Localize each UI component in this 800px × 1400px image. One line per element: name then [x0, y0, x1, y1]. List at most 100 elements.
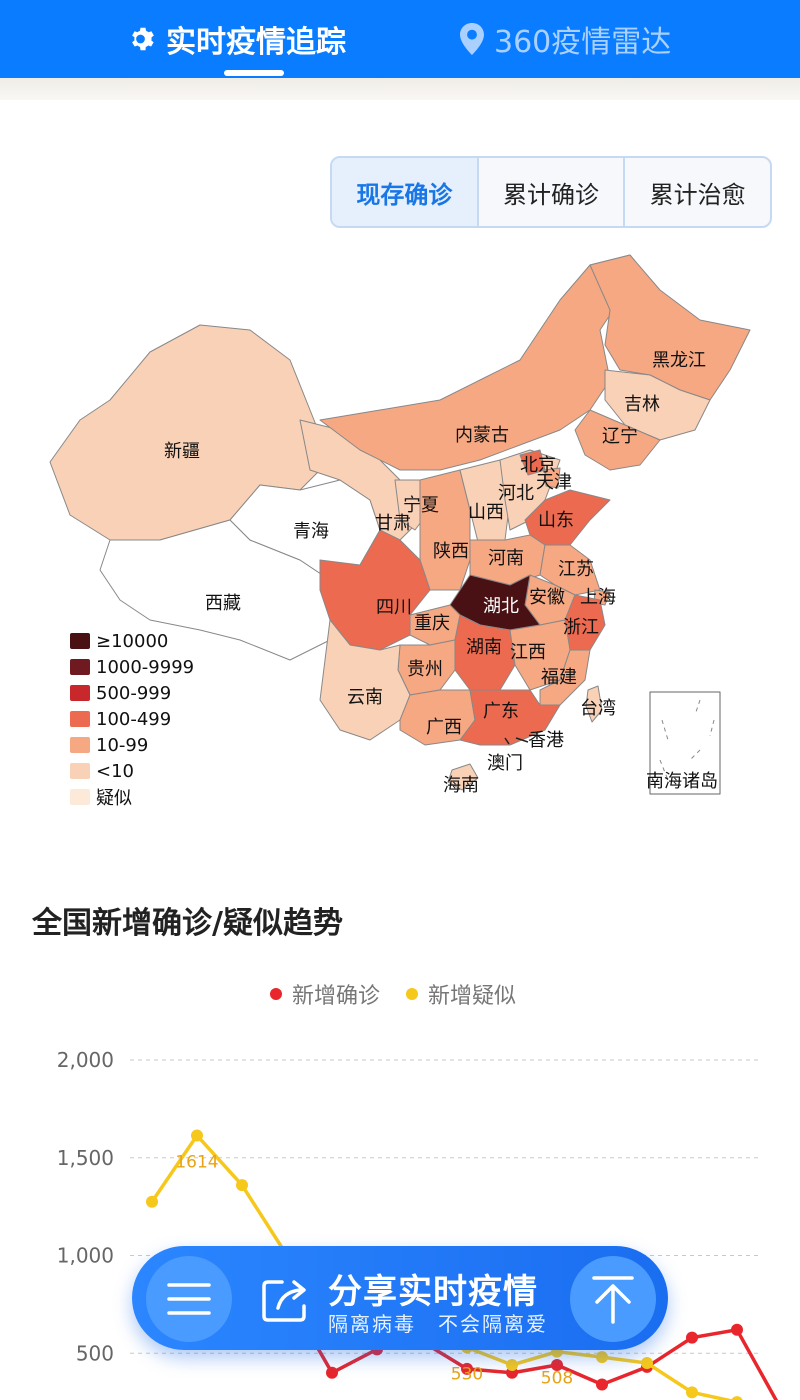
label-qinghai: 青海 — [293, 521, 329, 542]
legend-dot-red — [270, 988, 282, 1000]
province-guangdong[interactable] — [459, 689, 561, 746]
label-henan: 河南 — [488, 548, 524, 569]
province-jiangsu[interactable] — [539, 544, 601, 596]
legend-label: 新增疑似 — [428, 984, 517, 1009]
series-line — [150, 1132, 736, 1400]
legend-item[interactable]: 500-999 — [70, 680, 194, 706]
label-zhejiang: 浙江 — [563, 617, 599, 638]
share-icon — [262, 1280, 306, 1322]
y-tick-label: 500 — [76, 1341, 114, 1365]
label-beijing: 北京 — [520, 455, 556, 476]
tab-label: 360疫情雷达 — [494, 25, 672, 60]
label-hubei: 湖北 — [483, 596, 519, 617]
legend-label: 100-499 — [96, 708, 172, 730]
label-neimenggu: 内蒙古 — [455, 425, 509, 446]
label-jilin: 吉林 — [624, 394, 660, 415]
data-point — [461, 1362, 473, 1375]
label-jiangxi: 江西 — [510, 642, 546, 663]
legend-label: 10-99 — [96, 734, 149, 756]
data-point — [731, 1396, 743, 1400]
share-bar[interactable]: 分享实时疫情 隔离病毒 不会隔离爱 — [132, 1246, 668, 1350]
data-point — [686, 1331, 698, 1344]
label-guangxi: 广西 — [426, 717, 462, 738]
menu-button[interactable] — [146, 1256, 232, 1342]
label-shanghai: 上海 — [580, 587, 616, 608]
trend-section-title: 全国新增确诊/疑似趋势 — [32, 906, 343, 941]
province-taiwan[interactable] — [585, 685, 603, 723]
tab-360-radar[interactable]: 360疫情雷达 — [458, 18, 671, 60]
legend-item[interactable]: <10 — [70, 758, 194, 784]
legend-item[interactable]: 疑似 — [70, 784, 194, 810]
label-tianjin: 天津 — [536, 472, 572, 493]
label-liaoning: 辽宁 — [602, 426, 638, 447]
legend-new-confirmed[interactable]: 新增确诊 — [270, 978, 380, 1010]
share-title: 分享实时疫情 — [328, 1272, 538, 1312]
segment-total-cured[interactable]: 累计治愈 — [623, 158, 770, 226]
legend-new-suspected[interactable]: 新增疑似 — [406, 978, 516, 1010]
data-point — [551, 1358, 563, 1371]
label-xianggang: 香港 — [528, 730, 564, 751]
nanhai-inset — [649, 691, 721, 795]
legend-label: 疑似 — [96, 788, 132, 809]
province-jilin[interactable] — [604, 369, 711, 441]
province-shaanxi[interactable] — [419, 469, 471, 591]
label-sichuan: 四川 — [376, 597, 412, 618]
y-tick-label: 1,500 — [57, 1146, 114, 1170]
header-shadow — [0, 78, 800, 100]
label-ningxia: 宁夏 — [403, 495, 439, 516]
share-subtitle: 隔离病毒 不会隔离爱 — [328, 1312, 548, 1336]
trend-legend: 新增确诊 新增疑似 — [270, 978, 516, 1010]
tab-realtime-tracking[interactable]: 实时疫情追踪 — [128, 18, 346, 60]
label-shaanxi: 陕西 — [433, 541, 469, 562]
legend-swatch — [70, 633, 90, 649]
data-label: 1614 — [175, 1152, 218, 1172]
legend-label: 1000-9999 — [96, 656, 195, 678]
legend-swatch — [70, 737, 90, 753]
active-tab-indicator — [224, 70, 284, 76]
province-liaoning[interactable] — [574, 409, 661, 471]
back-to-top-button[interactable] — [570, 1256, 656, 1342]
data-point — [641, 1357, 653, 1370]
legend-swatch — [70, 789, 90, 805]
segment-total-confirmed[interactable]: 累计确诊 — [476, 158, 624, 226]
legend-item[interactable]: 10-99 — [70, 732, 194, 758]
legend-swatch — [70, 659, 90, 675]
label-xinjiang: 新疆 — [164, 441, 200, 462]
legend-label: <10 — [96, 760, 134, 782]
label-shanxi: 山西 — [468, 502, 504, 523]
data-point — [506, 1358, 518, 1371]
label-nanhai: 南海诸岛 — [646, 771, 718, 792]
label-hainan: 海南 — [443, 775, 479, 796]
province-hainan[interactable] — [447, 763, 479, 791]
segment-current-confirmed[interactable]: 现存确诊 — [332, 158, 477, 226]
y-tick-label: 2,000 — [57, 1048, 114, 1072]
gear-icon — [132, 27, 154, 51]
province-tianjin[interactable] — [544, 467, 561, 489]
legend-item[interactable]: ≥10000 — [70, 628, 194, 654]
label-taiwan: 台湾 — [580, 698, 616, 719]
label-hunan: 湖南 — [466, 637, 502, 658]
label-shandong: 山东 — [538, 510, 574, 531]
map-metric-selector: 现存确诊 累计确诊 累计治愈 — [330, 156, 772, 228]
location-pin-icon — [460, 23, 484, 55]
label-hebei: 河北 — [498, 483, 534, 504]
data-label: 508 — [541, 1369, 573, 1389]
legend-item[interactable]: 1000-9999 — [70, 654, 194, 680]
data-point — [326, 1366, 338, 1379]
label-guangdong: 广东 — [483, 701, 519, 722]
label-fujian: 福建 — [541, 667, 577, 688]
label-jiangsu: 江苏 — [558, 559, 594, 580]
legend-label: 新增确诊 — [292, 984, 381, 1009]
legend-swatch — [70, 763, 90, 779]
y-tick-label: 1,000 — [57, 1244, 114, 1268]
label-xizang: 西藏 — [205, 593, 241, 614]
legend-item[interactable]: 100-499 — [70, 706, 194, 732]
china-epidemic-map: 黑龙江 吉林 辽宁 内蒙古 北京 天津 河北 山西 山东 新疆 宁夏 甘肃 青海… — [49, 254, 751, 796]
data-point — [731, 1323, 743, 1336]
legend-swatch — [70, 685, 90, 701]
back-to-top-icon — [592, 1276, 634, 1324]
data-point — [596, 1351, 608, 1364]
label-heilongjiang: 黑龙江 — [652, 350, 706, 371]
legend-swatch — [70, 711, 90, 727]
map-legend: ≥10000 1000-9999 500-999 100-499 10-99 <… — [70, 628, 194, 810]
